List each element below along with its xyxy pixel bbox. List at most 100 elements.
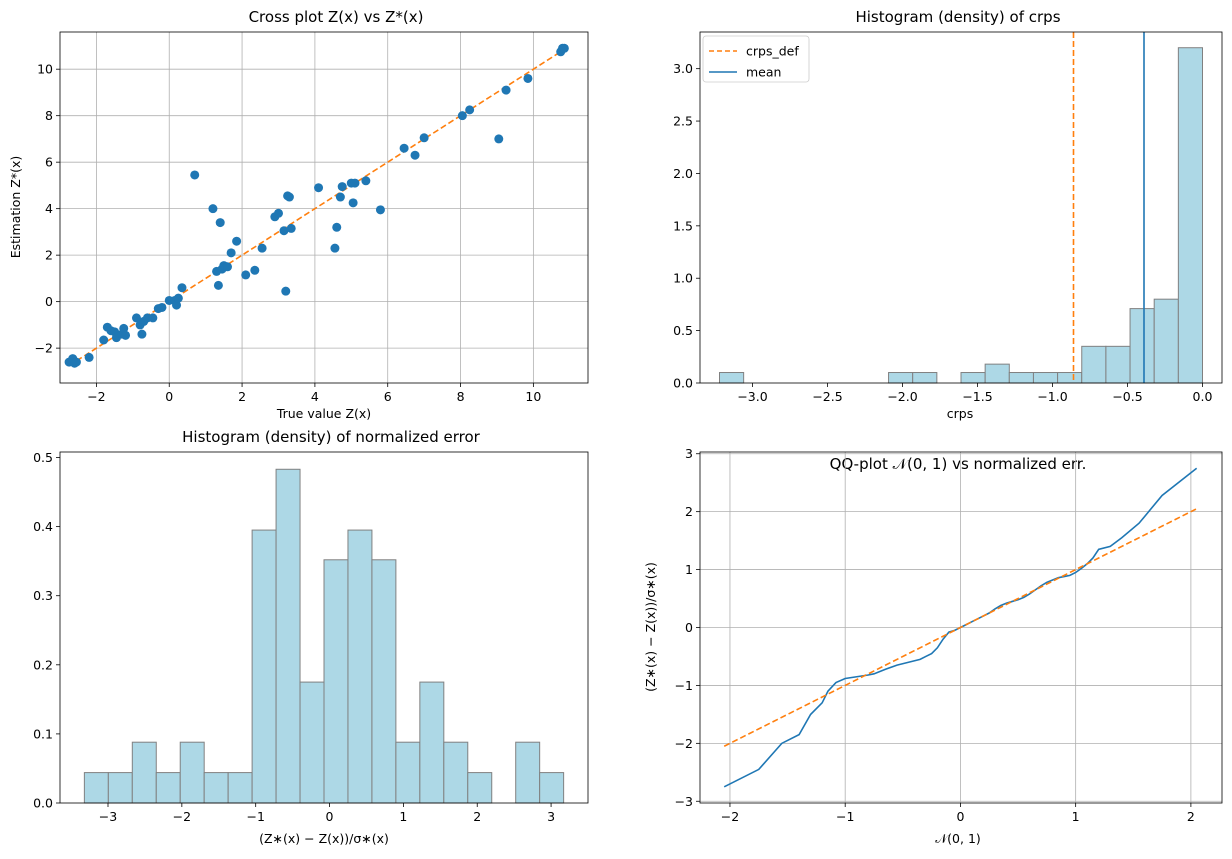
crps-histogram-x-label: crps bbox=[947, 406, 973, 421]
crps-histogram-y-ticks: 0.0 0.5 1.0 1.5 2.0 2.5 3.0 bbox=[673, 61, 700, 391]
cross-plot-point-23 bbox=[172, 300, 182, 310]
cross-plot-point-47 bbox=[330, 243, 340, 253]
qq-plot-x-ticks: −2 −1 0 1 2 bbox=[721, 803, 1195, 824]
cross-plot-point-49 bbox=[335, 192, 345, 202]
cross-plot-y-tick-label-0: −2 bbox=[35, 341, 53, 356]
cross-plot-point-46 bbox=[314, 183, 324, 193]
error-histogram-x-tick-label-2: −1 bbox=[246, 809, 264, 824]
crps-histogram-bar-12 bbox=[1008, 372, 1034, 384]
cross-plot-y-tick-label-3: 4 bbox=[45, 201, 53, 216]
error-histogram-bar-14 bbox=[419, 681, 445, 804]
cross-plot-y-tick-label-1: 0 bbox=[45, 294, 53, 309]
cross-plot-axes-frame bbox=[59, 31, 589, 384]
cross-plot-x-label: True value Z(x) bbox=[276, 406, 371, 421]
error-histogram-bar-0 bbox=[83, 772, 109, 804]
crps-histogram-bar-18 bbox=[1153, 298, 1179, 384]
cross-plot-x-tick-label-0: −2 bbox=[87, 389, 105, 404]
error-histogram-bar-13 bbox=[395, 741, 421, 804]
crps-histogram-x-tick-label-4: −1.0 bbox=[1037, 389, 1067, 404]
cross-plot-point-29 bbox=[213, 280, 223, 290]
crps-histogram-x-ticks: −3.0 −2.5 −2.0 −1.5 −1.0 −0.5 0.0 bbox=[737, 383, 1212, 404]
qq-plot-y-tick-label-6: 3 bbox=[685, 446, 693, 461]
error-histogram-bar-19 bbox=[539, 772, 565, 804]
cross-plot-y-label: Estimation Z*(x) bbox=[8, 156, 23, 259]
qq-plot-y-ticks: −3 −2 −1 0 1 2 3 bbox=[675, 446, 700, 809]
cross-plot-y-tick-label-2: 2 bbox=[45, 248, 53, 263]
crps-histogram-bar-0 bbox=[719, 372, 745, 384]
error-histogram-y-tick-label-0: 0.0 bbox=[33, 796, 53, 811]
cross-plot-y-ticks: −2 0 2 4 6 8 10 bbox=[35, 62, 60, 356]
error-histogram-bar-6 bbox=[227, 772, 253, 804]
error-histogram-y-tick-label-3: 0.3 bbox=[33, 588, 53, 603]
crps-legend-label-crps-def: crps_def bbox=[746, 44, 799, 59]
error-histogram-title: Histogram (density) of normalized error bbox=[182, 428, 481, 446]
crps-histogram-y-tick-label-6: 3.0 bbox=[673, 61, 693, 76]
error-histogram-x-tick-label-3: 0 bbox=[326, 809, 334, 824]
cross-plot-point-61 bbox=[494, 134, 504, 144]
cross-plot-point-18 bbox=[148, 313, 158, 323]
qq-plot-marks bbox=[723, 467, 1198, 788]
cross-plot-point-5 bbox=[99, 335, 109, 345]
crps-histogram-bar-7 bbox=[888, 372, 914, 384]
error-histogram-bar-4 bbox=[179, 741, 205, 804]
error-histogram-bar-8 bbox=[275, 468, 301, 804]
error-histogram-x-tick-label-4: 1 bbox=[399, 809, 407, 824]
error-histogram-y-tick-label-5: 0.5 bbox=[33, 450, 53, 465]
qq-plot-x-tick-label-3: 1 bbox=[1072, 809, 1080, 824]
cross-plot-point-11 bbox=[119, 323, 129, 333]
cross-plot-point-24 bbox=[173, 293, 183, 303]
cross-plot-point-58 bbox=[419, 133, 429, 143]
cross-plot-point-20 bbox=[157, 302, 167, 312]
crps-histogram-y-tick-label-5: 2.5 bbox=[673, 114, 693, 129]
qq-plot-y-tick-label-4: 1 bbox=[685, 562, 693, 577]
cross-plot-point-53 bbox=[350, 178, 360, 188]
cross-plot-x-tick-label-6: 10 bbox=[525, 389, 541, 404]
crps-legend: crps_def mean bbox=[702, 35, 810, 83]
cross-plot-point-60 bbox=[465, 105, 475, 115]
cross-plot-point-41 bbox=[279, 226, 289, 236]
cross-plot-point-37 bbox=[250, 265, 260, 275]
cross-plot-point-66 bbox=[559, 43, 569, 53]
qq-plot-y-tick-label-2: −1 bbox=[675, 678, 693, 693]
crps-histogram-x-tick-label-2: −2.0 bbox=[887, 389, 917, 404]
error-histogram-bar-15 bbox=[443, 741, 469, 804]
cross-plot-point-35 bbox=[232, 236, 242, 246]
cross-plot-point-26 bbox=[190, 170, 200, 180]
error-histogram-bar-9 bbox=[299, 681, 325, 804]
qq-plot-panel: QQ-plot 𝒩(0, 1) vs normalized err. −2 −1 0… bbox=[643, 446, 1223, 846]
crps-legend-label-mean: mean bbox=[746, 65, 781, 80]
cross-plot-point-56 bbox=[399, 143, 409, 153]
crps-histogram-y-tick-label-0: 0.0 bbox=[673, 376, 693, 391]
error-histogram-y-ticks: 0.0 0.1 0.2 0.3 0.4 0.5 bbox=[33, 450, 60, 811]
cross-plot-point-13 bbox=[131, 313, 141, 323]
cross-plot-grid bbox=[60, 32, 588, 383]
cross-plot-point-38 bbox=[257, 243, 267, 253]
cross-plot-panel: Cross plot Z(x) vs Z*(x) −2 0 2 4 6 8 10 −2 0 2 4… bbox=[8, 8, 589, 421]
crps-histogram-bar-19 bbox=[1177, 47, 1203, 384]
cross-plot-y-tick-label-6: 10 bbox=[37, 62, 53, 77]
qq-plot-y-tick-label-5: 2 bbox=[685, 504, 693, 519]
cross-plot-point-15 bbox=[137, 329, 147, 339]
error-histogram-bar-10 bbox=[323, 559, 349, 804]
crps-histogram-bar-11 bbox=[984, 363, 1010, 384]
crps-histogram-x-tick-label-0: −3.0 bbox=[737, 389, 767, 404]
crps-histogram-x-tick-label-3: −1.5 bbox=[962, 389, 992, 404]
error-histogram-y-tick-label-4: 0.4 bbox=[33, 519, 53, 534]
crps-histogram-bar-13 bbox=[1032, 372, 1059, 384]
cross-plot-x-tick-label-2: 2 bbox=[238, 389, 246, 404]
cross-plot-title: Cross plot Z(x) vs Z*(x) bbox=[249, 8, 424, 26]
cross-plot-reference-line bbox=[68, 48, 565, 367]
crps-histogram-x-tick-label-1: −2.5 bbox=[812, 389, 842, 404]
qq-plot-x-tick-label-4: 2 bbox=[1187, 809, 1195, 824]
qq-plot-x-tick-label-2: 0 bbox=[956, 809, 964, 824]
cross-plot-point-55 bbox=[375, 205, 385, 215]
cross-plot-point-44 bbox=[284, 192, 294, 202]
error-histogram-x-tick-label-6: 3 bbox=[547, 809, 555, 824]
error-histogram-bar-11 bbox=[347, 529, 373, 804]
error-histogram-x-tick-label-1: −2 bbox=[173, 809, 191, 824]
crps-histogram-y-tick-label-1: 0.5 bbox=[673, 323, 693, 338]
crps-histogram-y-tick-label-2: 1.0 bbox=[673, 271, 693, 286]
cross-plot-x-ticks: −2 0 2 4 6 8 10 bbox=[87, 383, 541, 404]
error-histogram-marks bbox=[83, 468, 565, 804]
crps-histogram-bar-17 bbox=[1129, 308, 1155, 384]
